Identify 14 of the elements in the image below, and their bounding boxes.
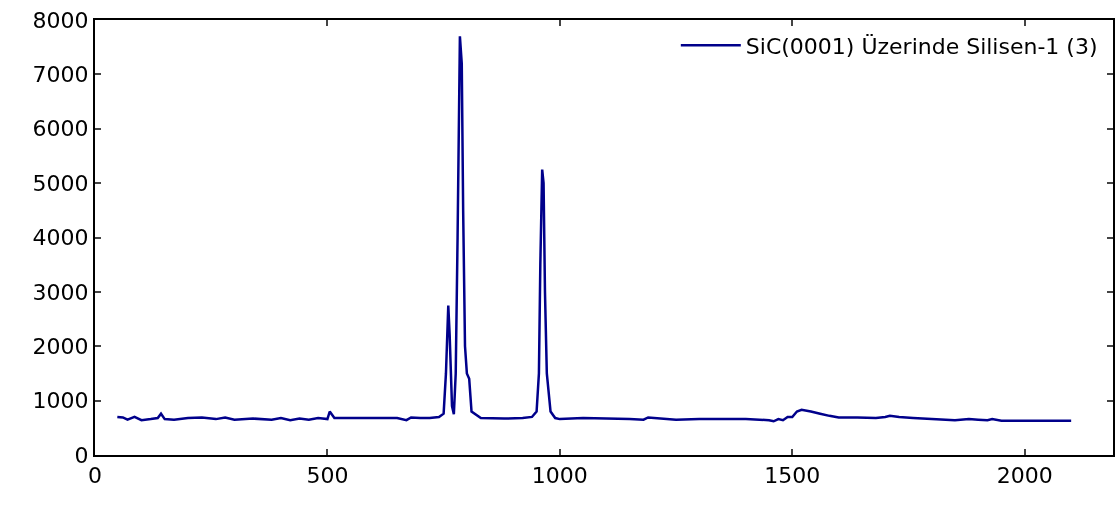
y-tick-label: 5000 (32, 170, 89, 196)
y-tick-label: 2000 (32, 333, 89, 359)
y-tick-label: 3000 (32, 279, 89, 305)
y-tick-label: 0 (74, 442, 89, 468)
y-tick-label: 7000 (32, 62, 89, 88)
y-tick-label: 1000 (32, 388, 89, 414)
x-tick-label: 1000 (531, 463, 588, 489)
x-tick-label: 2000 (996, 463, 1053, 489)
y-tick-label: 6000 (32, 116, 89, 142)
x-tick-label: 1500 (764, 463, 821, 489)
legend-label: SiC(0001) Üzerinde Silisen-1 (3) (745, 33, 1098, 59)
y-tick-label: 4000 (32, 225, 89, 251)
x-tick-label: 500 (306, 463, 349, 489)
y-tick-label: 8000 (32, 7, 89, 33)
